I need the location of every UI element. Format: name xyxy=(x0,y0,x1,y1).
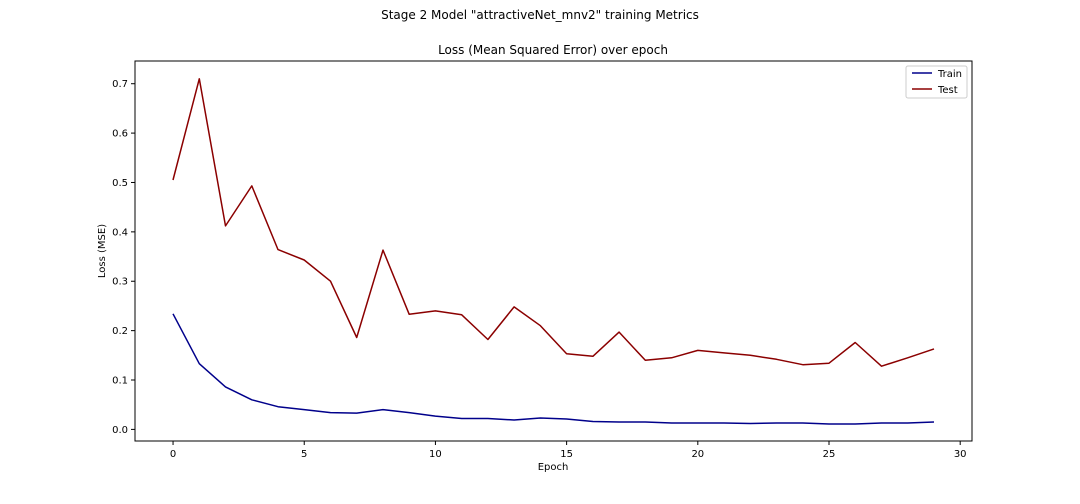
x-tick-label: 5 xyxy=(301,449,307,460)
chart-title: Loss (Mean Squared Error) over epoch xyxy=(438,43,668,57)
y-tick-label: 0.2 xyxy=(112,326,128,337)
y-tick-label: 0.1 xyxy=(112,376,128,387)
x-tick-label: 30 xyxy=(954,449,967,460)
legend-label-train: Train xyxy=(937,69,962,80)
x-tick-label: 10 xyxy=(429,449,442,460)
legend-frame xyxy=(905,65,968,99)
y-tick-label: 0.7 xyxy=(112,79,128,90)
x-tick-label: 15 xyxy=(560,449,573,460)
y-tick-label: 0.3 xyxy=(112,277,128,288)
x-tick-label: 25 xyxy=(823,449,836,460)
legend-label-test: Test xyxy=(937,85,958,96)
y-tick-label: 0.4 xyxy=(112,227,128,238)
series-line-train xyxy=(172,313,935,425)
legend: Train Test xyxy=(905,65,968,99)
y-tick-label: 0.6 xyxy=(112,129,128,140)
x-axis-label: Epoch xyxy=(538,462,569,473)
y-tick-label: 0.5 xyxy=(112,178,128,189)
y-tick-label: 0.0 xyxy=(112,425,128,436)
x-tick-label: 0 xyxy=(170,449,176,460)
series-line-test xyxy=(172,78,935,367)
axes-frame xyxy=(134,60,973,442)
y-axis-label: Loss (MSE) xyxy=(97,224,108,278)
plot-area xyxy=(172,78,935,425)
figure-suptitle: Stage 2 Model "attractiveNet_mnv2" train… xyxy=(381,8,699,22)
x-tick-label: 20 xyxy=(691,449,704,460)
